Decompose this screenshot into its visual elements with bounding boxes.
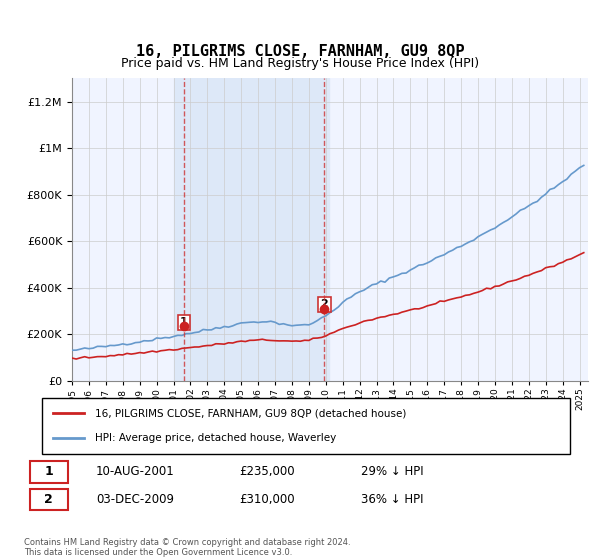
Bar xyxy=(173,78,329,381)
Text: 16, PILGRIMS CLOSE, FARNHAM, GU9 8QP: 16, PILGRIMS CLOSE, FARNHAM, GU9 8QP xyxy=(136,44,464,59)
Text: 03-DEC-2009: 03-DEC-2009 xyxy=(96,493,174,506)
Text: 16, PILGRIMS CLOSE, FARNHAM, GU9 8QP (detached house): 16, PILGRIMS CLOSE, FARNHAM, GU9 8QP (de… xyxy=(95,408,406,418)
Text: 36% ↓ HPI: 36% ↓ HPI xyxy=(361,493,423,506)
FancyBboxPatch shape xyxy=(42,398,570,454)
Text: Contains HM Land Registry data © Crown copyright and database right 2024.
This d: Contains HM Land Registry data © Crown c… xyxy=(24,538,350,557)
Text: Price paid vs. HM Land Registry's House Price Index (HPI): Price paid vs. HM Land Registry's House … xyxy=(121,57,479,70)
Text: 1: 1 xyxy=(44,465,53,478)
Text: 29% ↓ HPI: 29% ↓ HPI xyxy=(361,465,424,478)
Text: 10-AUG-2001: 10-AUG-2001 xyxy=(96,465,175,478)
Text: 1: 1 xyxy=(180,318,188,328)
Text: 2: 2 xyxy=(44,493,53,506)
Text: HPI: Average price, detached house, Waverley: HPI: Average price, detached house, Wave… xyxy=(95,433,336,443)
Text: £310,000: £310,000 xyxy=(239,493,295,506)
FancyBboxPatch shape xyxy=(29,489,68,510)
Text: £235,000: £235,000 xyxy=(239,465,295,478)
Text: 2: 2 xyxy=(320,300,328,310)
FancyBboxPatch shape xyxy=(29,461,68,483)
